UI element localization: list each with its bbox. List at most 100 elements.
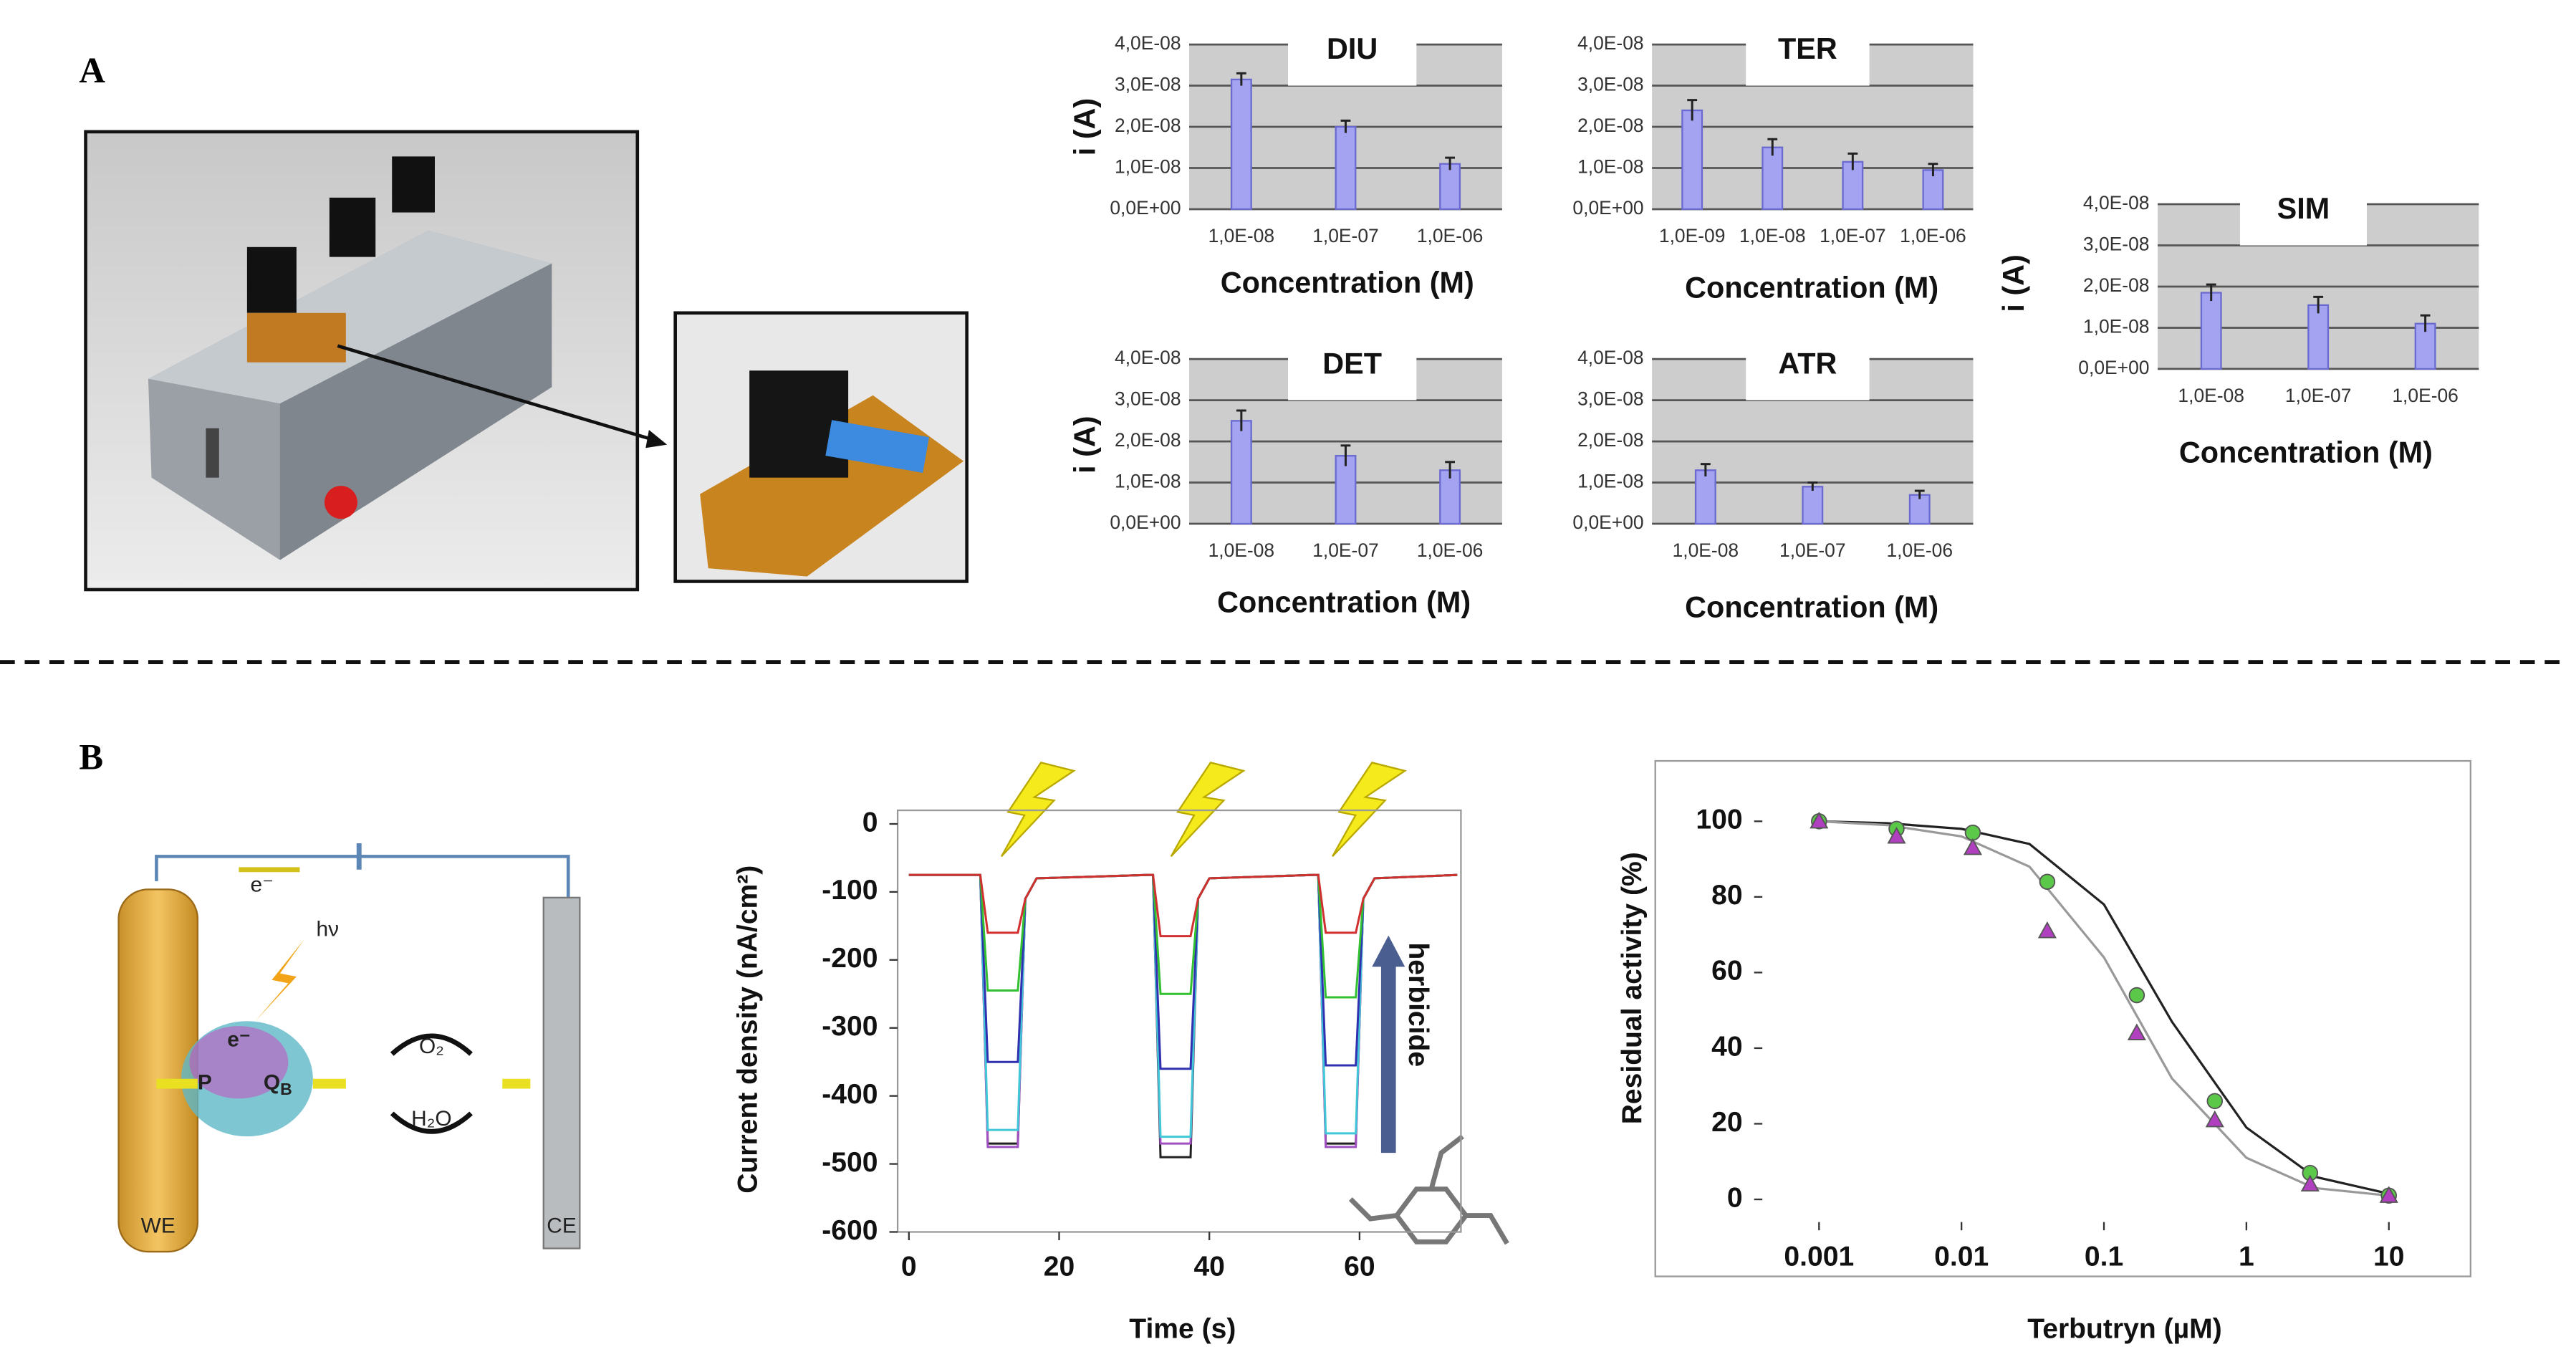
y-tick-label: 0 (1727, 1182, 1743, 1213)
x-tick-label: 0.1 (2085, 1242, 2123, 1272)
x-axis-label: Concentration (M) (1221, 267, 1474, 299)
y-tick-label: 60 (1711, 956, 1742, 987)
x-tick-label: 1,0E-08 (2178, 385, 2244, 406)
plot-frame (896, 809, 1462, 1233)
title-box (1288, 19, 1417, 86)
x-tick-label: 20 (1044, 1251, 1075, 1282)
x-axis-label: Concentration (M) (1217, 586, 1471, 619)
series-line (908, 873, 1458, 999)
chart-title: SIM (2277, 192, 2330, 225)
title-box (1746, 334, 1870, 400)
y-tick-label: 1,0E-08 (1115, 471, 1181, 492)
x-tick-label: 0 (901, 1251, 917, 1282)
y-tick-label: 3,0E-08 (1115, 388, 1181, 410)
y-tick-label: 4,0E-08 (1577, 32, 1644, 54)
device-photo (84, 130, 969, 592)
bar (1439, 163, 1461, 211)
y-tick-label: -400 (822, 1079, 878, 1110)
series-line (908, 873, 1458, 938)
x-tick-label: 1,0E-08 (1739, 225, 1806, 246)
data-point (2037, 921, 2057, 939)
panel-label: A (79, 50, 105, 90)
x-tick-label: 40 (1193, 1251, 1224, 1282)
x-tick-label: 1,0E-09 (1659, 225, 1726, 246)
bar (1230, 420, 1252, 525)
data-point (2127, 1023, 2146, 1040)
x-tick-label: 1,0E-07 (1312, 539, 1379, 561)
title-box (1288, 334, 1417, 400)
bar (2200, 292, 2222, 370)
x-axis-label: Time (s) (1129, 1314, 1236, 1345)
x-tick-label: 1,0E-07 (1820, 225, 1886, 246)
bar (1762, 146, 1784, 211)
molecule (1348, 1134, 1509, 1245)
x-tick-label: 60 (1344, 1251, 1375, 1282)
data-point (2379, 1186, 2398, 1203)
y-tick-label: -100 (822, 875, 878, 906)
electrode-label: CE (547, 1214, 577, 1237)
y-tick-label: 0,0E+00 (1110, 197, 1181, 219)
panel-label: B (79, 737, 103, 777)
x-tick-label: 1,0E-08 (1208, 539, 1275, 561)
series-line (908, 873, 1458, 1138)
y-tick-label: 4,0E-08 (1115, 32, 1181, 54)
x-tick-label: 1,0E-07 (2285, 385, 2352, 406)
y-tick-label: 0,0E+00 (1110, 512, 1181, 533)
x-tick-label: 1,0E-08 (1673, 539, 1739, 561)
y-tick-label: 4,0E-08 (1115, 347, 1181, 368)
y-tick-label: 3,0E-08 (1577, 388, 1644, 410)
data-point (2300, 1174, 2320, 1192)
x-tick-label: 10 (2373, 1242, 2404, 1272)
y-tick-label: 40 (1711, 1031, 1742, 1062)
y-axis-label: i (A) (1997, 254, 2030, 312)
data-point (2128, 987, 2145, 1004)
y-tick-label: 2,0E-08 (1115, 115, 1181, 136)
data-point (1810, 811, 1829, 829)
x-tick-label: 1,0E-06 (1417, 539, 1484, 561)
y-tick-label: 1,0E-08 (1577, 471, 1644, 492)
y-tick-label: -500 (822, 1147, 878, 1178)
species-label: H₂O (411, 1107, 451, 1131)
y-axis-label: i (A) (1068, 98, 1101, 155)
schematic: WE CE hν e⁻ e⁻ P QB O₂ H₂O (117, 843, 581, 1253)
y-tick-label: 0 (862, 807, 878, 838)
x-axis-label: Concentration (M) (2179, 436, 2433, 469)
y-tick-label: 100 (1696, 805, 1742, 835)
cofactor-text: Q (264, 1070, 280, 1094)
series-line (908, 873, 1458, 1159)
species-label: O₂ (419, 1035, 444, 1058)
y-tick-label: 0,0E+00 (1572, 512, 1643, 533)
light-label: hν (316, 918, 339, 941)
data-point (1887, 827, 1906, 844)
electron-label: e⁻ (250, 873, 273, 897)
bar (1335, 455, 1357, 525)
annotation-arrowhead (1372, 935, 1405, 967)
bar (1802, 486, 1824, 525)
y-tick-label: 4,0E-08 (2083, 192, 2150, 214)
light-pulses (1000, 762, 1408, 858)
y-tick-label: -300 (822, 1011, 878, 1042)
bar (1908, 494, 1931, 525)
x-tick-label: 1,0E-07 (1312, 225, 1379, 246)
y-axis-label: Current density (nA/cm²) (732, 865, 763, 1194)
x-axis-label: Terbutryn (µM) (2027, 1314, 2221, 1345)
bar (1335, 125, 1357, 211)
chart-title: ATR (1778, 347, 1837, 380)
bar (2307, 304, 2330, 370)
y-tick-label: -600 (822, 1215, 878, 1246)
x-tick-label: 0.01 (1934, 1242, 1989, 1272)
x-tick-label: 1,0E-06 (1417, 225, 1484, 246)
x-tick-label: 1,0E-06 (2392, 385, 2459, 406)
x-tick-label: 0.001 (1784, 1242, 1854, 1272)
y-tick-label: 0,0E+00 (1572, 197, 1643, 219)
data-point (2205, 1110, 2224, 1128)
bar (1922, 169, 1944, 211)
bar (1230, 78, 1252, 211)
annotation: herbicide (1403, 942, 1433, 1067)
y-tick-label: 3,0E-08 (1115, 74, 1181, 95)
y-tick-label: -200 (822, 943, 878, 974)
x-axis-label: Concentration (M) (1685, 590, 1938, 623)
x-tick-label: 1,0E-06 (1900, 225, 1966, 246)
